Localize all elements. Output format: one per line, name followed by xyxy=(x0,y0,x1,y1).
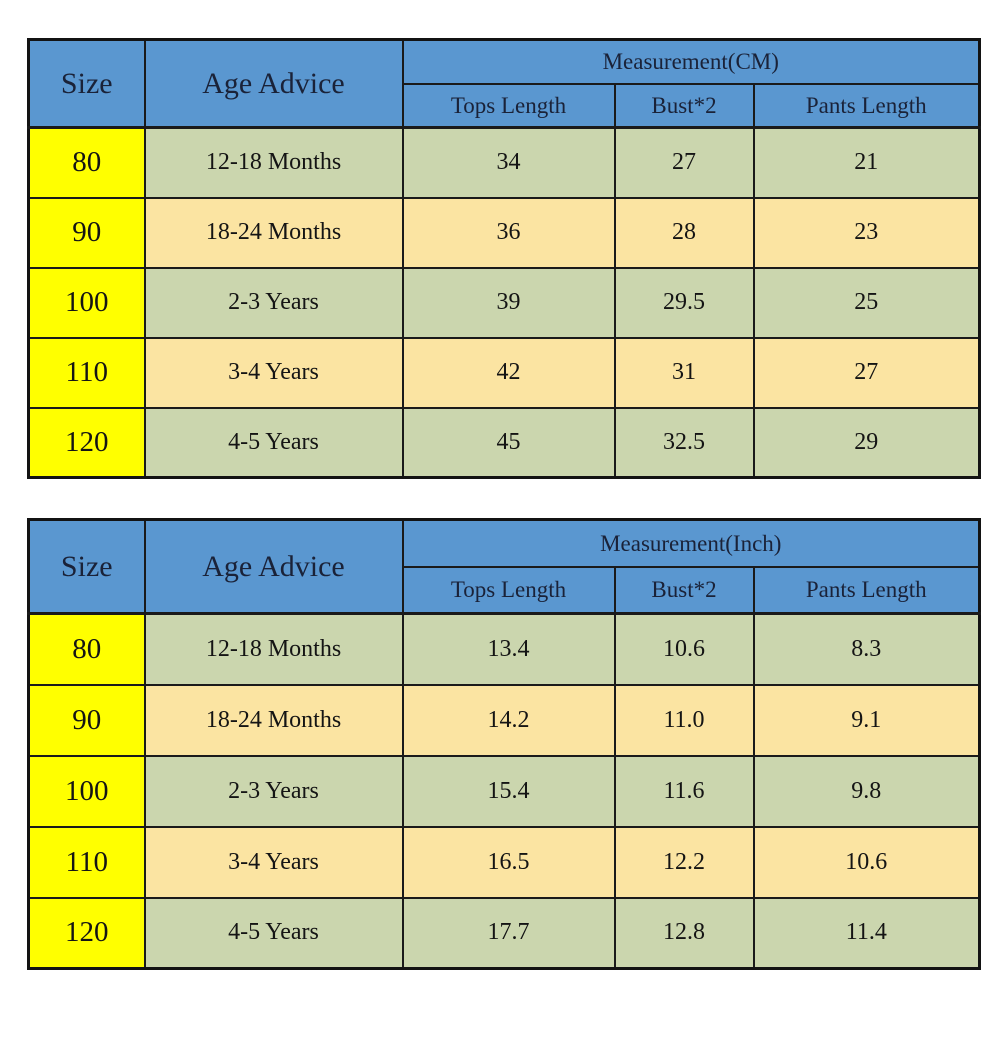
table-row: 90 18-24 Months 36 28 23 xyxy=(27,196,981,269)
tops-cell: 15.4 xyxy=(401,754,616,828)
table-row: 80 12-18 Months 34 27 21 xyxy=(27,126,981,199)
age-cell: 3-4 Years xyxy=(143,825,404,899)
pants-cell: 8.3 xyxy=(752,612,981,686)
bust-cell: 12.8 xyxy=(613,896,755,970)
age-advice-column-header: Age Advice xyxy=(143,38,404,129)
size-cell: 100 xyxy=(27,266,146,339)
age-cell: 18-24 Months xyxy=(143,196,404,269)
pants-cell: 9.1 xyxy=(752,683,981,757)
size-cell: 120 xyxy=(27,896,146,970)
measurement-inch-header: Measurement(Inch) xyxy=(401,518,981,568)
table-row: 110 3-4 Years 16.5 12.2 10.6 xyxy=(27,825,981,899)
pants-cell: 21 xyxy=(752,126,981,199)
tops-length-column-header: Tops Length xyxy=(401,83,616,129)
pants-cell: 10.6 xyxy=(752,825,981,899)
tops-cell: 14.2 xyxy=(401,683,616,757)
bust-cell: 31 xyxy=(613,336,755,409)
size-column-header: Size xyxy=(27,518,146,615)
tops-cell: 42 xyxy=(401,336,616,409)
pants-length-column-header: Pants Length xyxy=(752,83,981,129)
age-cell: 12-18 Months xyxy=(143,612,404,686)
bust-cell: 12.2 xyxy=(613,825,755,899)
size-cell: 90 xyxy=(27,683,146,757)
size-chart-cm-header: Size Age Advice Measurement(CM) Tops Len… xyxy=(27,38,981,129)
size-column-header: Size xyxy=(27,38,146,129)
bust-cell: 11.0 xyxy=(613,683,755,757)
age-cell: 2-3 Years xyxy=(143,754,404,828)
age-cell: 4-5 Years xyxy=(143,406,404,479)
size-chart-inch-header: Size Age Advice Measurement(Inch) Tops L… xyxy=(27,518,981,615)
table-row: 120 4-5 Years 45 32.5 29 xyxy=(27,406,981,479)
bust-cell: 11.6 xyxy=(613,754,755,828)
pants-cell: 27 xyxy=(752,336,981,409)
pants-cell: 9.8 xyxy=(752,754,981,828)
pants-length-column-header: Pants Length xyxy=(752,566,981,615)
tops-cell: 17.7 xyxy=(401,896,616,970)
measurement-cm-header: Measurement(CM) xyxy=(401,38,981,85)
size-cell: 90 xyxy=(27,196,146,269)
bust-cell: 27 xyxy=(613,126,755,199)
tops-cell: 16.5 xyxy=(401,825,616,899)
tops-cell: 13.4 xyxy=(401,612,616,686)
size-cell: 80 xyxy=(27,126,146,199)
size-cell: 80 xyxy=(27,612,146,686)
age-cell: 12-18 Months xyxy=(143,126,404,199)
bust-cell: 28 xyxy=(613,196,755,269)
age-cell: 4-5 Years xyxy=(143,896,404,970)
bust-cell: 32.5 xyxy=(613,406,755,479)
size-cell: 120 xyxy=(27,406,146,479)
age-cell: 2-3 Years xyxy=(143,266,404,339)
table-row: 80 12-18 Months 13.4 10.6 8.3 xyxy=(27,612,981,686)
bust-column-header: Bust*2 xyxy=(613,83,755,129)
size-cell: 110 xyxy=(27,825,146,899)
tops-length-column-header: Tops Length xyxy=(401,566,616,615)
size-chart-inch-table: Size Age Advice Measurement(Inch) Tops L… xyxy=(27,518,982,970)
pants-cell: 11.4 xyxy=(752,896,981,970)
pants-cell: 25 xyxy=(752,266,981,339)
tops-cell: 39 xyxy=(401,266,616,339)
size-cell: 110 xyxy=(27,336,146,409)
pants-cell: 23 xyxy=(752,196,981,269)
table-row: 110 3-4 Years 42 31 27 xyxy=(27,336,981,409)
table-row: 120 4-5 Years 17.7 12.8 11.4 xyxy=(27,896,981,970)
tops-cell: 34 xyxy=(401,126,616,199)
tops-cell: 45 xyxy=(401,406,616,479)
table-row: 90 18-24 Months 14.2 11.0 9.1 xyxy=(27,683,981,757)
age-advice-column-header: Age Advice xyxy=(143,518,404,615)
table-row: 100 2-3 Years 15.4 11.6 9.8 xyxy=(27,754,981,828)
table-row: 100 2-3 Years 39 29.5 25 xyxy=(27,266,981,339)
bust-cell: 10.6 xyxy=(613,612,755,686)
bust-cell: 29.5 xyxy=(613,266,755,339)
age-cell: 3-4 Years xyxy=(143,336,404,409)
age-cell: 18-24 Months xyxy=(143,683,404,757)
bust-column-header: Bust*2 xyxy=(613,566,755,615)
size-cell: 100 xyxy=(27,754,146,828)
size-chart-cm-table: Size Age Advice Measurement(CM) Tops Len… xyxy=(27,38,982,479)
tops-cell: 36 xyxy=(401,196,616,269)
pants-cell: 29 xyxy=(752,406,981,479)
